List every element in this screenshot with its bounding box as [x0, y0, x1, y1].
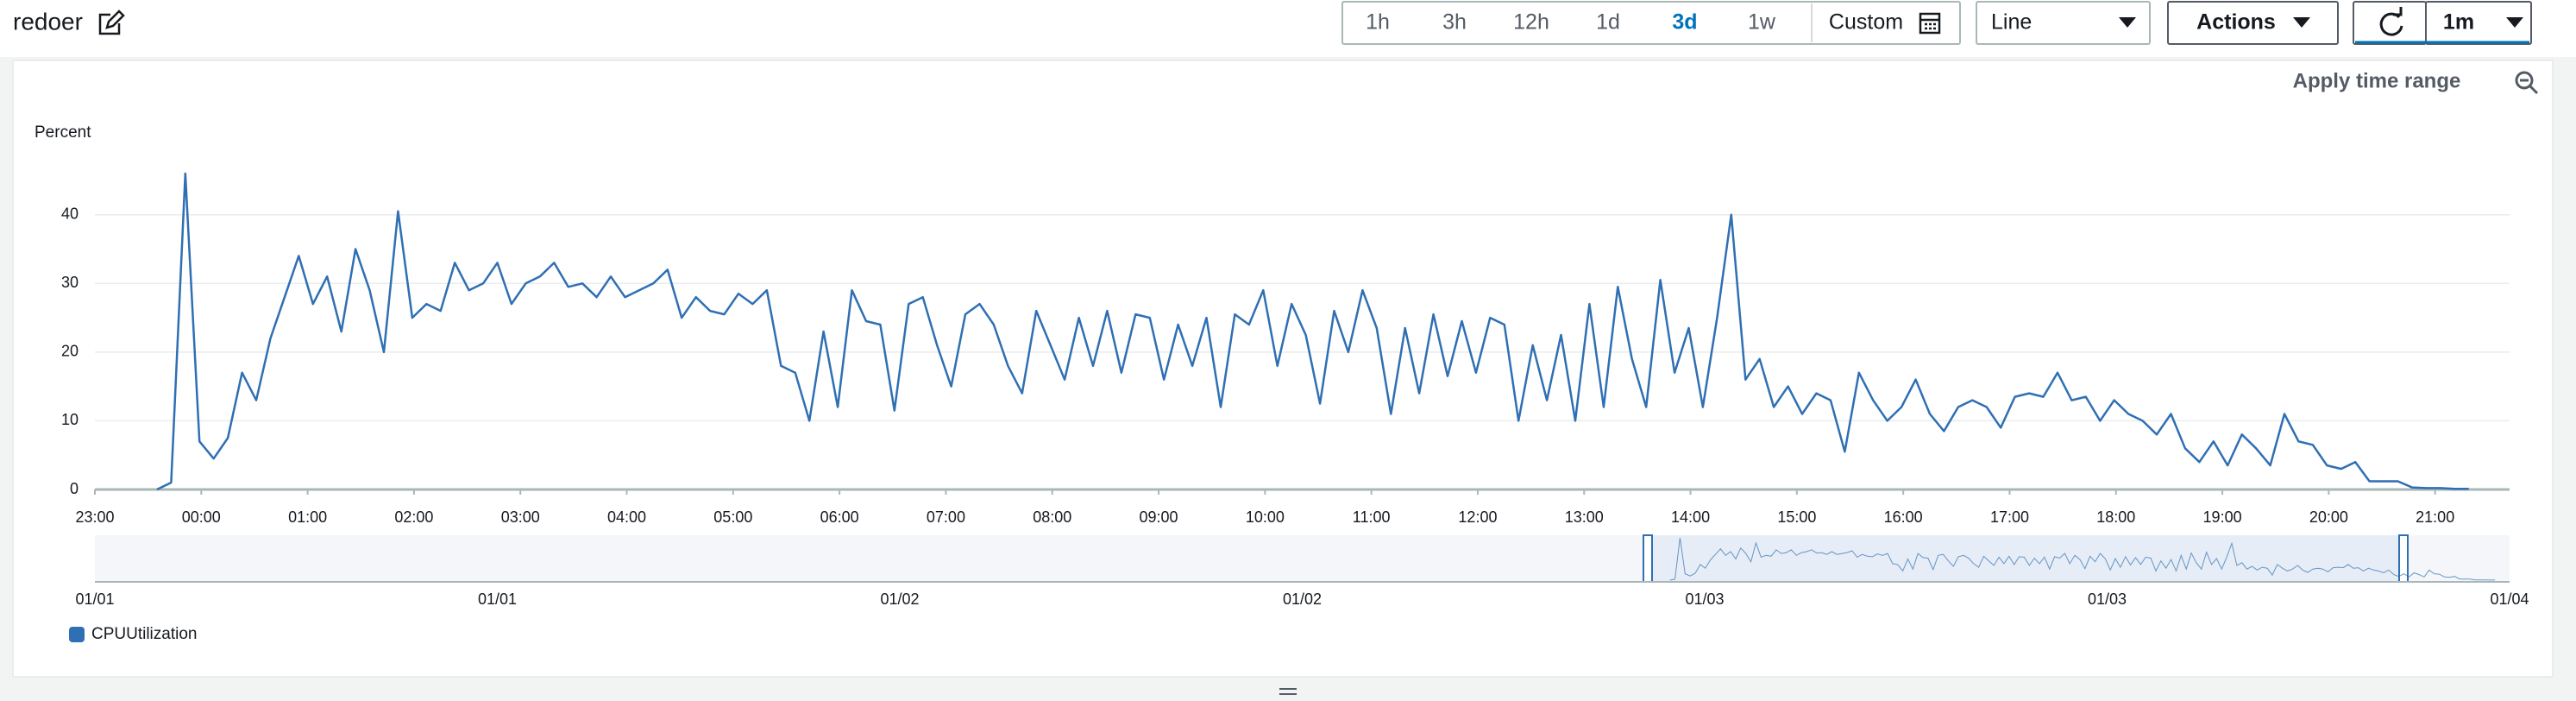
refresh-button[interactable]: [2353, 1, 2427, 45]
x-tick-label: 02:00: [394, 508, 433, 526]
chart-type-label: Line: [1991, 10, 2032, 35]
x-tick-label: 23:00: [75, 508, 114, 526]
chart-type-dropdown[interactable]: [1976, 1, 2151, 45]
time-range-button[interactable]: 1d: [1596, 10, 1620, 35]
dropdown-caret: [2119, 17, 2136, 28]
navigator-handle[interactable]: [1643, 534, 1653, 583]
x-tick-label: 20:00: [2309, 508, 2348, 526]
actions-button[interactable]: [2167, 1, 2339, 45]
x-tick-label: 11:00: [1353, 508, 1391, 526]
x-tick-label: 13:00: [1565, 508, 1604, 526]
x-tick-label: 16:00: [1884, 508, 1923, 526]
x-tick-label: 03:00: [501, 508, 540, 526]
y-tick-label: 20: [61, 343, 79, 360]
dashboard-title: redoer: [13, 8, 83, 35]
x-tick-label: 00:00: [182, 508, 221, 526]
x-tick-label: 18:00: [2096, 508, 2135, 526]
navigator-label: 01/02: [1283, 590, 1322, 608]
y-tick-label: 40: [61, 205, 79, 222]
x-tick-label: 06:00: [820, 508, 859, 526]
x-tick-label: 14:00: [1671, 508, 1710, 526]
dropdown-caret: [2293, 17, 2310, 28]
widget-panel: [12, 60, 2554, 678]
y-tick-label: 30: [61, 274, 79, 291]
x-tick-label: 21:00: [2416, 508, 2454, 526]
time-range-group: [1341, 1, 1961, 45]
legend-swatch[interactable]: [69, 627, 85, 642]
refresh-icon: [2379, 7, 2403, 36]
navigator-selection[interactable]: [1648, 535, 2403, 582]
actions-label: Actions: [2196, 10, 2276, 35]
time-range-button[interactable]: 1w: [1748, 10, 1776, 35]
navigator-label: 01/03: [2088, 590, 2127, 608]
edit-icon[interactable]: [98, 9, 125, 35]
navigator-label: 01/01: [75, 590, 114, 608]
x-tick-label: 04:00: [607, 508, 646, 526]
x-tick-label: 15:00: [1777, 508, 1816, 526]
data-line: [156, 172, 2469, 491]
x-tick-label: 10:00: [1246, 508, 1285, 526]
legend-label[interactable]: CPUUtilization: [91, 625, 197, 643]
navigator-label: 01/03: [1685, 590, 1724, 608]
custom-range-button[interactable]: Custom: [1829, 10, 1903, 35]
navigator-label: 01/04: [2490, 590, 2529, 608]
y-tick-label: 10: [61, 411, 79, 428]
refresh-interval-label: 1m: [2443, 10, 2474, 35]
x-tick-label: 01:00: [288, 508, 327, 526]
resize-handle[interactable]: [1279, 688, 1297, 695]
time-range-button[interactable]: 3d: [1672, 10, 1697, 35]
x-tick-label: 05:00: [713, 508, 752, 526]
time-range-button[interactable]: 1h: [1366, 10, 1390, 35]
calendar-icon[interactable]: [1919, 12, 1941, 35]
navigator-line: [1669, 538, 2496, 581]
dropdown-caret: [2506, 17, 2523, 28]
navigator-label: 01/01: [478, 590, 517, 608]
x-tick-label: 09:00: [1140, 508, 1178, 526]
apply-time-range-button[interactable]: Apply time range: [2293, 69, 2461, 92]
x-tick-label: 17:00: [1990, 508, 2029, 526]
time-range-button[interactable]: 3h: [1442, 10, 1467, 35]
navigator-label: 01/02: [880, 590, 919, 608]
x-tick-label: 08:00: [1033, 508, 1071, 526]
time-range-button[interactable]: 12h: [1513, 10, 1549, 35]
refresh-interval-dropdown[interactable]: [2425, 1, 2532, 45]
y-tick-label: 0: [70, 480, 79, 497]
x-tick-label: 07:00: [927, 508, 965, 526]
y-axis-label: Percent: [35, 123, 91, 142]
zoom-out-icon[interactable]: [2515, 71, 2539, 95]
x-tick-label: 19:00: [2203, 508, 2242, 526]
x-tick-label: 12:00: [1458, 508, 1497, 526]
